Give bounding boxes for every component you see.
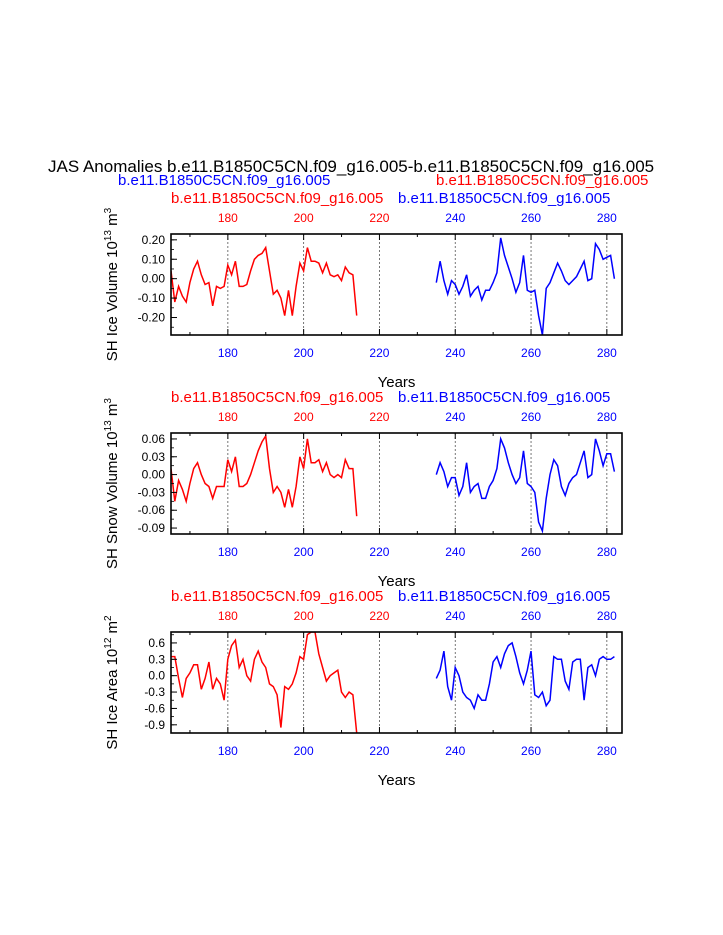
bottom-tick-label: 280 bbox=[597, 545, 617, 559]
top-tick-label: 240 bbox=[445, 211, 465, 225]
top-tick-label: 280 bbox=[597, 609, 617, 623]
series-line-case1 bbox=[171, 433, 358, 517]
top-tick-label: 220 bbox=[369, 211, 389, 225]
y-tick-label: 0.03 bbox=[142, 450, 166, 464]
x-axis-label: Years bbox=[378, 573, 416, 590]
y-tick-label: 0.00 bbox=[142, 468, 166, 482]
top-tick-label: 280 bbox=[597, 410, 617, 424]
bottom-tick-label: 220 bbox=[369, 346, 389, 360]
top-tick-label: 260 bbox=[521, 211, 541, 225]
top-label-right: b.e11.B1850C5CN.f09_g16.005 bbox=[398, 190, 610, 207]
bottom-tick-label: 200 bbox=[294, 744, 314, 758]
top-label-left: b.e11.B1850C5CN.f09_g16.005 bbox=[171, 389, 383, 406]
y-axis-label: SH Snow Volume 1013 m3 bbox=[103, 398, 121, 569]
top-tick-label: 240 bbox=[445, 410, 465, 424]
bottom-tick-label: 240 bbox=[445, 744, 465, 758]
y-axis-label: SH Ice Area 1012 m2 bbox=[103, 615, 121, 750]
bottom-tick-label: 240 bbox=[445, 545, 465, 559]
top-tick-label: 200 bbox=[294, 211, 314, 225]
top-tick-label: 240 bbox=[445, 609, 465, 623]
top-tick-label: 280 bbox=[597, 211, 617, 225]
plot-frame bbox=[170, 233, 623, 336]
bottom-tick-label: 200 bbox=[294, 346, 314, 360]
y-tick-label: -0.10 bbox=[138, 291, 166, 305]
plot-frame bbox=[170, 631, 623, 734]
bottom-tick-label: 260 bbox=[521, 545, 541, 559]
top-tick-label: 220 bbox=[369, 609, 389, 623]
x-axis-label: Years bbox=[378, 772, 416, 789]
top-tick-label: 260 bbox=[521, 609, 541, 623]
y-tick-label: -0.06 bbox=[138, 503, 166, 517]
top-tick-label: 200 bbox=[294, 609, 314, 623]
top-tick-label: 200 bbox=[294, 410, 314, 424]
y-tick-label: -0.09 bbox=[138, 521, 166, 535]
y-tick-label: 0.3 bbox=[148, 652, 165, 666]
top-tick-label: 220 bbox=[369, 410, 389, 424]
y-tick-label: 0.10 bbox=[142, 252, 166, 266]
main-title: JAS Anomalies b.e11.B1850C5CN.f09_g16.00… bbox=[48, 157, 655, 176]
top-label-right: b.e11.B1850C5CN.f09_g16.005 bbox=[398, 389, 610, 406]
y-tick-label: 0.0 bbox=[148, 669, 165, 683]
panel-1: 180 200 220 240 260 280 180 200 220 240 260 280 b.e1… bbox=[103, 190, 623, 391]
bottom-tick-label: 220 bbox=[369, 744, 389, 758]
series-line-case2 bbox=[435, 436, 616, 534]
bottom-tick-label: 180 bbox=[218, 346, 238, 360]
top-label-left: b.e11.B1850C5CN.f09_g16.005 bbox=[171, 190, 383, 207]
series-line-case2 bbox=[435, 641, 615, 711]
top-tick-label: 180 bbox=[218, 410, 238, 424]
series-line-case1 bbox=[171, 245, 358, 316]
y-tick-label: 0.20 bbox=[142, 233, 166, 247]
bottom-tick-label: 180 bbox=[218, 744, 238, 758]
panel-3: 180 200 220 240 260 280 180 200 220 240 260 280 b.e1… bbox=[103, 588, 623, 789]
series-line-case1 bbox=[171, 632, 358, 733]
y-tick-label: -0.9 bbox=[144, 718, 165, 732]
bottom-tick-label: 280 bbox=[597, 346, 617, 360]
y-axis-label: SH Ice Volume 1013 m3 bbox=[103, 207, 121, 361]
y-tick-label: -0.20 bbox=[138, 311, 166, 325]
bottom-tick-label: 200 bbox=[294, 545, 314, 559]
top-label-right: b.e11.B1850C5CN.f09_g16.005 bbox=[398, 588, 610, 605]
y-tick-label: 0.6 bbox=[148, 636, 165, 650]
bottom-tick-label: 220 bbox=[369, 545, 389, 559]
top-tick-label: 180 bbox=[218, 211, 238, 225]
bottom-tick-label: 260 bbox=[521, 744, 541, 758]
y-tick-label: 0.06 bbox=[142, 432, 166, 446]
y-tick-label: -0.6 bbox=[144, 701, 165, 715]
x-axis-label: Years bbox=[378, 374, 416, 391]
top-tick-label: 260 bbox=[521, 410, 541, 424]
bottom-tick-label: 180 bbox=[218, 545, 238, 559]
y-tick-label: -0.3 bbox=[144, 685, 165, 699]
subtitle-left: b.e11.B1850C5CN.f09_g16.005 bbox=[118, 172, 331, 189]
top-tick-label: 180 bbox=[218, 609, 238, 623]
bottom-tick-label: 260 bbox=[521, 346, 541, 360]
bottom-tick-label: 240 bbox=[445, 346, 465, 360]
subtitle-right: b.e11.B1850C5CN.f09_g16.005 bbox=[436, 172, 649, 189]
y-tick-label: -0.03 bbox=[138, 485, 166, 499]
top-label-left: b.e11.B1850C5CN.f09_g16.005 bbox=[171, 588, 383, 605]
bottom-tick-label: 280 bbox=[597, 744, 617, 758]
y-tick-label: 0.00 bbox=[142, 272, 166, 286]
panel-2: 180 200 220 240 260 280 180 200 220 240 260 280 b.e1… bbox=[103, 389, 623, 590]
series-line-case2 bbox=[435, 237, 616, 335]
